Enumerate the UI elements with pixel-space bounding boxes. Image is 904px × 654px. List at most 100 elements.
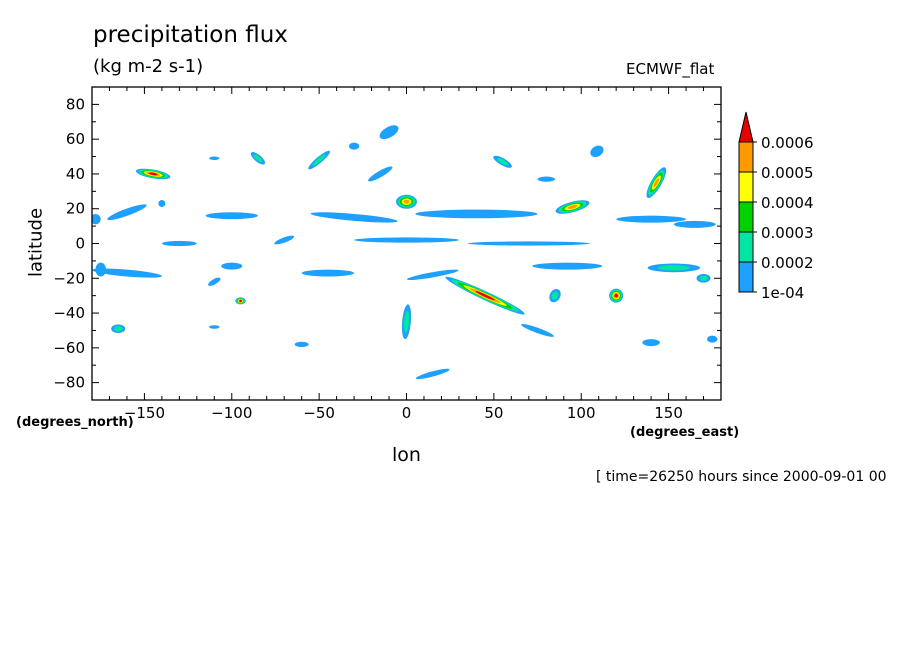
precip-cell-23: [301, 269, 355, 277]
precip-cell-18: [310, 212, 398, 223]
contour-level-1: [161, 240, 197, 247]
x-tick-label: 100: [567, 404, 596, 422]
contour-level-1: [221, 262, 243, 270]
precip-cell-20: [616, 215, 687, 223]
contour-level-1: [467, 241, 590, 246]
y-tick-label: 80: [66, 95, 85, 113]
precip-cell-34: [707, 335, 718, 343]
precip-cell-30: [111, 324, 126, 334]
precip-cell-16: [555, 200, 590, 214]
precip-cell-36: [294, 341, 309, 347]
contour-level-1: [92, 213, 101, 225]
contour-level-1: [673, 220, 716, 228]
precip-cell-2: [135, 168, 171, 180]
contour-level-2: [253, 154, 263, 163]
legend-swatch: [738, 261, 754, 293]
precip-cell-42: [354, 237, 459, 243]
contour-level-1: [415, 368, 450, 380]
legend-label: 0.0005: [761, 164, 814, 182]
contour-level-2: [699, 275, 708, 281]
legend-arrow: [738, 111, 754, 143]
contour-level-1: [205, 212, 258, 220]
precip-cell-13: [646, 167, 667, 198]
y-tick-label: 60: [66, 130, 85, 148]
contour-level-1: [294, 341, 309, 347]
legend-label: 0.0003: [761, 224, 814, 242]
precip-cell-31: [401, 304, 412, 340]
contour-level-2: [403, 311, 410, 333]
contour-level-1: [209, 325, 220, 329]
contour-level-6: [239, 299, 242, 303]
contour-level-1: [521, 323, 554, 337]
contour-level-5: [403, 199, 410, 204]
legend-label: 0.0002: [761, 254, 814, 272]
units-label: (kg m-2 s-1): [93, 56, 204, 77]
legend-swatch: [738, 171, 754, 203]
x-tick-label: −100: [211, 404, 252, 422]
precip-cell-5: [250, 152, 266, 165]
contour-level-1: [590, 145, 604, 158]
precip-cell-44: [161, 240, 197, 247]
contour-level-1: [95, 262, 106, 277]
chart-title: precipitation flux: [93, 22, 288, 48]
axes: −150 −100 −50 0 50 100 150 80 60 40 20 0 −20 −40 −60 −8…: [53, 86, 722, 422]
y-tick-label: −60: [53, 339, 85, 357]
precip-cell-32: [521, 323, 554, 337]
precip-cell-28: [609, 288, 624, 303]
precip-cell-41: [95, 262, 106, 277]
x-tick-label: 150: [654, 404, 683, 422]
contour-level-1: [354, 237, 459, 243]
y-tick-label: −80: [53, 374, 85, 392]
contour-level-2: [551, 291, 559, 300]
contour-level-1: [415, 209, 538, 219]
x-tick-label: 0: [402, 404, 412, 422]
contour-level-1: [92, 268, 162, 278]
precip-cell-38: [208, 277, 221, 286]
contour-level-1: [310, 212, 398, 223]
contour-level-2: [496, 158, 509, 166]
contour-level-1: [406, 269, 459, 281]
time-label: [ time=26250 hours since 2000-09-01 00: [596, 469, 887, 485]
precip-cell-10: [493, 155, 512, 168]
precip-cell-27: [235, 297, 246, 305]
contour-layer: [92, 125, 718, 380]
precip-cell-29: [549, 289, 561, 303]
contour-level-1: [301, 269, 355, 277]
y-tick-label: −20: [53, 269, 85, 287]
precip-cell-21: [92, 268, 162, 278]
contour-level-6: [614, 293, 618, 298]
legend-swatch: [738, 201, 754, 233]
y-tick-label: 20: [66, 200, 85, 218]
contour-level-1: [368, 166, 393, 182]
precip-cell-40: [696, 273, 711, 283]
legend-swatch: [738, 231, 754, 263]
precip-cell-15: [396, 194, 417, 209]
precip-cell-39: [274, 235, 295, 245]
contour-level-1: [107, 204, 147, 221]
precip-cell-8: [379, 125, 399, 140]
x-tick-label: 50: [484, 404, 503, 422]
contour-level-1: [208, 277, 221, 286]
contour-level-1: [158, 200, 166, 207]
contour-level-1: [707, 335, 718, 343]
contour-level-1: [379, 125, 399, 140]
precip-cell-45: [406, 269, 459, 281]
contour-level-2: [312, 154, 326, 166]
precip-cell-1: [107, 204, 147, 221]
precip-cell-26: [647, 263, 701, 273]
precip-cell-24: [445, 276, 525, 315]
y-tick-label: 0: [75, 235, 85, 253]
contour-level-2: [113, 326, 123, 332]
color-legend: 1e-04 0.0002 0.0003 0.0004 0.0005 0.0006: [738, 111, 814, 302]
legend-label: 1e-04: [761, 284, 804, 302]
contour-level-1: [274, 235, 295, 245]
contour-level-6: [475, 291, 495, 301]
legend-label: 0.0006: [761, 134, 814, 152]
contour-level-1: [209, 156, 220, 161]
contour-level-1: [537, 176, 556, 182]
precip-cell-19: [205, 212, 258, 220]
contour-level-2: [657, 265, 690, 271]
legend-swatch: [738, 141, 754, 173]
precip-cell-37: [209, 325, 220, 329]
precip-cell-22: [221, 262, 243, 270]
